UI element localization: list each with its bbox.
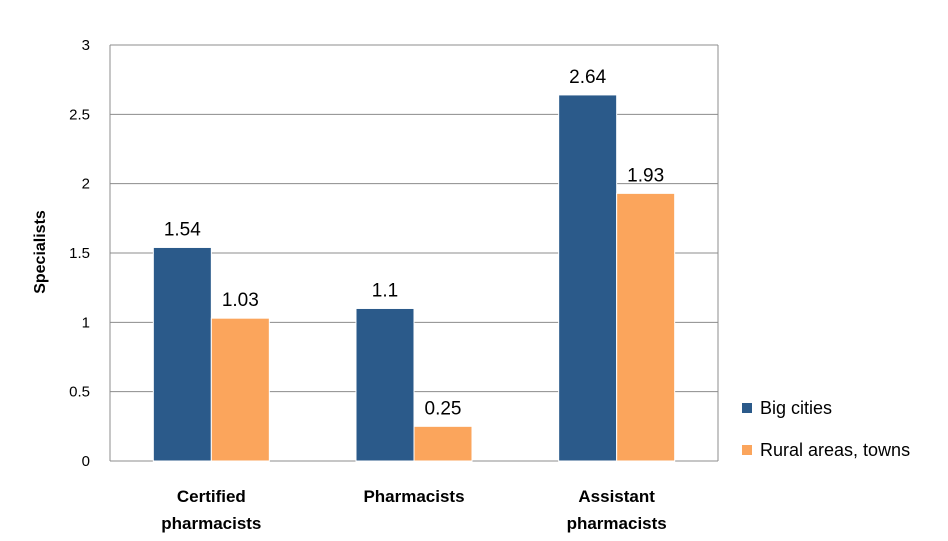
bar-big-cities bbox=[152, 246, 212, 462]
data-label: 1.03 bbox=[222, 290, 259, 311]
data-label: 1.93 bbox=[627, 165, 664, 186]
bars bbox=[152, 94, 676, 462]
y-tick-label: 2 bbox=[82, 176, 90, 193]
x-axis-categories: Certified pharmacists Pharmacists Assistant… bbox=[161, 487, 667, 533]
data-label: 1.1 bbox=[372, 280, 398, 301]
bar-rural-areas bbox=[413, 425, 473, 462]
x-category-label: Certified bbox=[177, 487, 246, 506]
legend-label: Big cities bbox=[760, 398, 832, 418]
x-category-label: Assistant bbox=[578, 487, 655, 506]
legend: Big cities Rural areas, towns bbox=[742, 398, 910, 460]
y-tick-label: 1.5 bbox=[69, 245, 90, 262]
data-label: 1.54 bbox=[164, 219, 201, 240]
bar-rural-areas bbox=[616, 192, 676, 462]
y-tick-label: 1 bbox=[82, 314, 90, 331]
x-category-label: pharmacists bbox=[161, 514, 261, 533]
y-tick-label: 0.5 bbox=[69, 384, 90, 401]
y-tick-label: 0 bbox=[82, 453, 90, 470]
y-tick-label: 3 bbox=[82, 37, 90, 54]
data-labels: 1.54 1.03 1.1 0.25 2.64 1.93 bbox=[164, 67, 664, 419]
data-label: 2.64 bbox=[569, 67, 606, 88]
y-axis-label: Specialists bbox=[32, 210, 49, 294]
legend-swatch bbox=[742, 445, 752, 455]
y-tick-label: 2.5 bbox=[69, 106, 90, 123]
bar-rural-areas bbox=[210, 317, 270, 462]
legend-swatch bbox=[742, 403, 752, 413]
legend-label: Rural areas, towns bbox=[760, 440, 910, 460]
y-axis-ticks: 0 0.5 1 1.5 2 2.5 3 bbox=[69, 37, 90, 470]
data-label: 0.25 bbox=[425, 398, 462, 419]
x-category-label: Pharmacists bbox=[363, 487, 464, 506]
bar-big-cities bbox=[558, 94, 618, 462]
x-category-label: pharmacists bbox=[567, 514, 667, 533]
bar-big-cities bbox=[355, 307, 415, 462]
